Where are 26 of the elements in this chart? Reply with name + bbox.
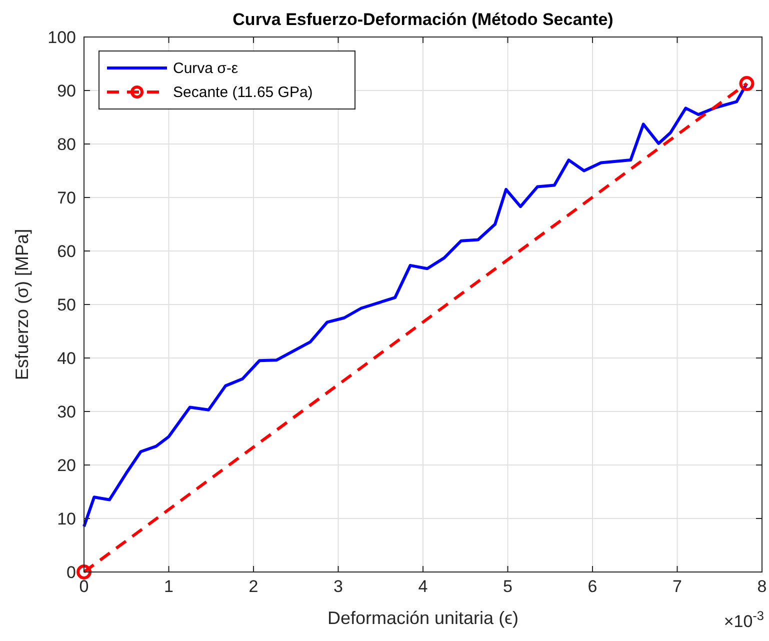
- x-tick-label: 3: [334, 577, 343, 596]
- legend-label: Secante (11.65 GPa): [173, 84, 313, 101]
- x-tick-label: 1: [164, 577, 174, 596]
- x-tick-label: 5: [503, 577, 512, 596]
- x-axis-title: Deformación unitaria (ϵ): [327, 608, 519, 628]
- y-tick-label: 70: [57, 188, 76, 208]
- y-tick-label: 80: [57, 135, 76, 154]
- y-tick-label: 100: [48, 28, 76, 47]
- legend-label: Curva σ-ε: [173, 60, 238, 77]
- y-tick-label: 0: [66, 563, 76, 582]
- x-tick-label: 8: [757, 577, 767, 596]
- x-tick-label: 6: [588, 577, 598, 596]
- x-tick-label: 2: [248, 577, 258, 596]
- text: ×10$^{-3}$: [724, 608, 764, 631]
- y-axis-title: Esfuerzo (σ) [MPa]: [12, 228, 32, 380]
- y-tick-label: 90: [57, 82, 76, 100]
- x-tick-label: 4: [418, 577, 428, 596]
- y-tick-label: 40: [57, 349, 76, 368]
- y-tick-label: 10: [57, 510, 76, 528]
- x-tick-label: 7: [672, 577, 682, 596]
- chart-title: Curva Esfuerzo-Deformación (Método Secante): [232, 10, 614, 29]
- y-tick-label: 20: [57, 456, 76, 475]
- x-tick-label: 0: [79, 577, 89, 596]
- y-tick-label: 60: [57, 242, 76, 261]
- y-tick-label: 50: [57, 296, 76, 314]
- y-tick-label: 30: [57, 402, 76, 422]
